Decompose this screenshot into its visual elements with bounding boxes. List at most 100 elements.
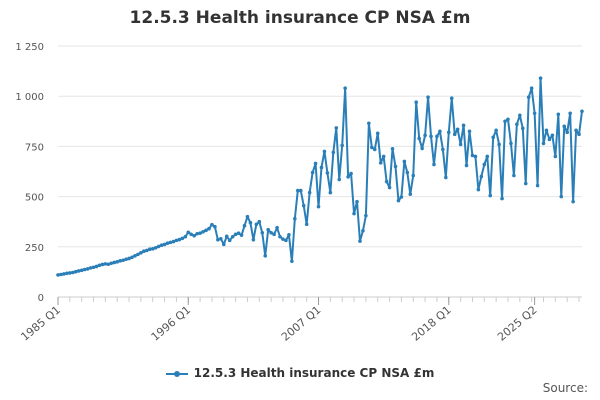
data-point[interactable] [79,268,84,273]
data-point[interactable] [186,230,191,235]
data-point[interactable] [248,220,253,225]
data-point[interactable] [76,269,81,273]
data-point[interactable] [82,267,87,272]
data-point[interactable] [541,141,546,146]
data-point[interactable] [109,261,114,266]
data-point[interactable] [479,174,484,179]
data-point[interactable] [515,122,519,127]
data-point[interactable] [435,134,439,139]
data-point[interactable] [455,127,460,132]
data-point[interactable] [375,131,380,136]
data-point[interactable] [293,216,297,221]
data-point[interactable] [233,232,238,237]
data-point[interactable] [358,239,362,243]
data-point[interactable] [94,264,99,269]
data-point[interactable] [520,126,525,131]
data-point[interactable] [310,170,315,175]
data-point[interactable] [207,226,211,231]
data-point[interactable] [266,227,270,232]
data-point[interactable] [523,181,528,186]
data-point[interactable] [147,247,152,252]
data-point[interactable] [281,237,285,241]
data-point[interactable] [381,154,386,159]
data-point[interactable] [103,262,108,266]
data-point[interactable] [491,135,495,140]
data-point[interactable] [485,154,490,159]
data-point[interactable] [482,162,487,167]
data-point[interactable] [192,233,196,238]
data-point[interactable] [251,237,256,242]
data-point[interactable] [458,142,463,147]
data-point[interactable] [171,239,176,244]
data-point[interactable] [331,150,336,155]
data-point[interactable] [367,121,371,126]
data-point[interactable] [278,234,282,239]
data-point[interactable] [153,246,158,250]
data-point[interactable] [574,128,578,133]
data-point[interactable] [195,231,199,236]
data-point[interactable] [269,230,273,235]
data-point[interactable] [506,117,510,122]
data-point[interactable] [476,187,481,192]
legend[interactable]: 12.5.3 Health insurance CP NSA £m [0,366,600,380]
data-point[interactable] [387,185,392,190]
data-point[interactable] [174,238,179,243]
data-point[interactable] [316,204,321,209]
data-point[interactable] [322,149,327,154]
data-point[interactable] [488,193,493,198]
data-point[interactable] [56,273,60,277]
data-point[interactable] [402,159,407,164]
data-point[interactable] [494,128,498,133]
data-point[interactable] [559,194,564,199]
data-point[interactable] [444,175,448,180]
data-point[interactable] [340,143,345,148]
data-point[interactable] [364,213,368,218]
data-point[interactable] [227,238,232,243]
data-point[interactable] [139,251,143,255]
data-point[interactable] [550,133,555,138]
data-point[interactable] [547,137,552,142]
data-point[interactable] [518,113,522,118]
data-point[interactable] [446,130,451,135]
data-point[interactable] [325,171,330,175]
data-point[interactable] [503,119,507,124]
data-point[interactable] [384,179,389,184]
data-point[interactable] [106,262,111,267]
data-point[interactable] [470,153,475,158]
data-point[interactable] [201,229,205,234]
data-point[interactable] [224,234,229,239]
data-point[interactable] [177,237,182,242]
data-point[interactable] [568,111,572,116]
data-point[interactable] [414,100,419,105]
data-point[interactable] [257,219,262,224]
data-point[interactable] [535,183,540,188]
data-point[interactable] [556,112,561,117]
data-point[interactable] [411,173,416,178]
data-point[interactable] [168,240,173,245]
data-point[interactable] [432,162,436,167]
data-point[interactable] [242,223,247,228]
data-point[interactable] [319,165,324,170]
data-point[interactable] [62,272,66,276]
data-point[interactable] [532,111,537,116]
data-point[interactable] [272,232,276,237]
data-point[interactable] [349,171,353,176]
data-point[interactable] [509,141,513,146]
data-point[interactable] [500,196,504,201]
data-point[interactable] [150,247,155,251]
data-point[interactable] [142,249,146,254]
data-point[interactable] [405,170,410,175]
data-point[interactable] [441,147,445,152]
data-point[interactable] [538,76,543,80]
data-point[interactable] [136,252,140,257]
data-point[interactable] [417,136,421,141]
data-point[interactable] [162,242,167,247]
data-point[interactable] [204,228,208,233]
data-point[interactable] [449,96,454,101]
data-point[interactable] [100,262,105,267]
data-point[interactable] [210,222,214,227]
data-point[interactable] [287,232,291,237]
data-point[interactable] [230,234,235,239]
data-point[interactable] [313,161,318,166]
data-point[interactable] [393,164,398,169]
